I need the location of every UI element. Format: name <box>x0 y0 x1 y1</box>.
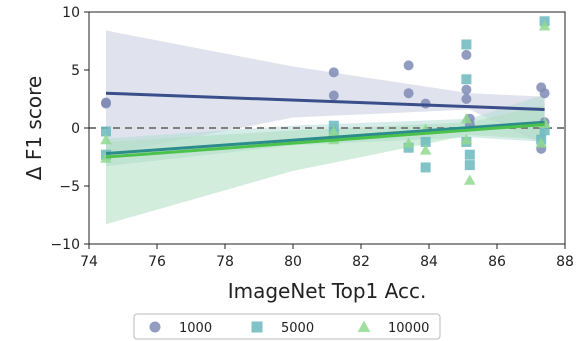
y-tick-label: 5 <box>71 63 80 79</box>
point-5000-5 <box>420 162 431 173</box>
point-1000-7 <box>461 49 472 60</box>
fit-line-10000 <box>105 123 545 159</box>
point-1000-4 <box>403 60 414 71</box>
y-axis-label: Δ F1 score <box>22 76 46 180</box>
point-1000-8 <box>461 84 472 95</box>
band-10000 <box>106 104 545 225</box>
point-5000-8 <box>461 74 472 85</box>
point-5000-0 <box>101 126 111 137</box>
y-tick-label: −5 <box>59 179 80 195</box>
point-5000-6 <box>420 136 431 147</box>
x-tick-label: 86 <box>488 254 506 270</box>
point-10000-6 <box>419 144 432 155</box>
legend-label-1000: 1000 <box>179 321 212 336</box>
x-tick-label: 74 <box>80 254 98 270</box>
y-tick-label: −10 <box>50 237 80 253</box>
x-tick-label: 78 <box>216 254 234 270</box>
point-1000-9 <box>461 94 472 104</box>
point-5000-2 <box>328 120 339 131</box>
point-10000-12 <box>535 137 547 148</box>
point-5000-11 <box>464 160 475 171</box>
point-10000-10 <box>538 20 551 31</box>
x-tick-label: 80 <box>284 254 302 270</box>
legend-marker-5000 <box>251 321 263 333</box>
y-tick-label: 0 <box>71 121 80 137</box>
point-10000-4 <box>402 137 415 148</box>
legend-label-5000: 5000 <box>281 321 314 336</box>
point-1000-2 <box>328 67 339 78</box>
point-1000-3 <box>328 90 339 101</box>
point-5000-7 <box>461 39 472 50</box>
fit-line-5000 <box>105 120 545 156</box>
legend-box <box>133 313 441 340</box>
point-1000-1 <box>101 98 111 109</box>
point-5000-4 <box>403 142 414 153</box>
band-1000 <box>106 30 545 155</box>
x-tick-label: 76 <box>148 254 166 270</box>
regression-lines <box>105 91 545 159</box>
point-10000-0 <box>100 133 112 145</box>
y-axis-ticks: −10 −5 0 5 10 <box>50 5 89 253</box>
point-5000-10 <box>464 149 475 160</box>
fit-line-1000 <box>105 91 545 111</box>
y-tick-label: 10 <box>62 5 80 21</box>
point-10000-7 <box>460 112 473 124</box>
point-10000-8 <box>460 133 473 145</box>
legend-label-10000: 10000 <box>388 321 429 336</box>
point-1000-13 <box>539 88 550 99</box>
x-tick-label: 82 <box>352 254 370 270</box>
legend-marker-1000 <box>149 321 161 333</box>
x-axis-ticks: 74 76 78 80 82 84 86 88 <box>80 244 574 270</box>
x-tick-label: 84 <box>420 254 438 270</box>
point-10000-2 <box>328 125 340 137</box>
point-10000-9 <box>464 174 476 185</box>
point-10000-1 <box>100 152 112 163</box>
x-tick-label: 88 <box>556 254 574 270</box>
x-axis-label: ImageNet Top1 Acc. <box>228 279 427 303</box>
point-1000-5 <box>403 88 414 99</box>
point-5000-13 <box>539 125 550 136</box>
legend-marker-10000 <box>357 320 371 333</box>
legend: 1000 5000 10000 <box>133 313 441 340</box>
